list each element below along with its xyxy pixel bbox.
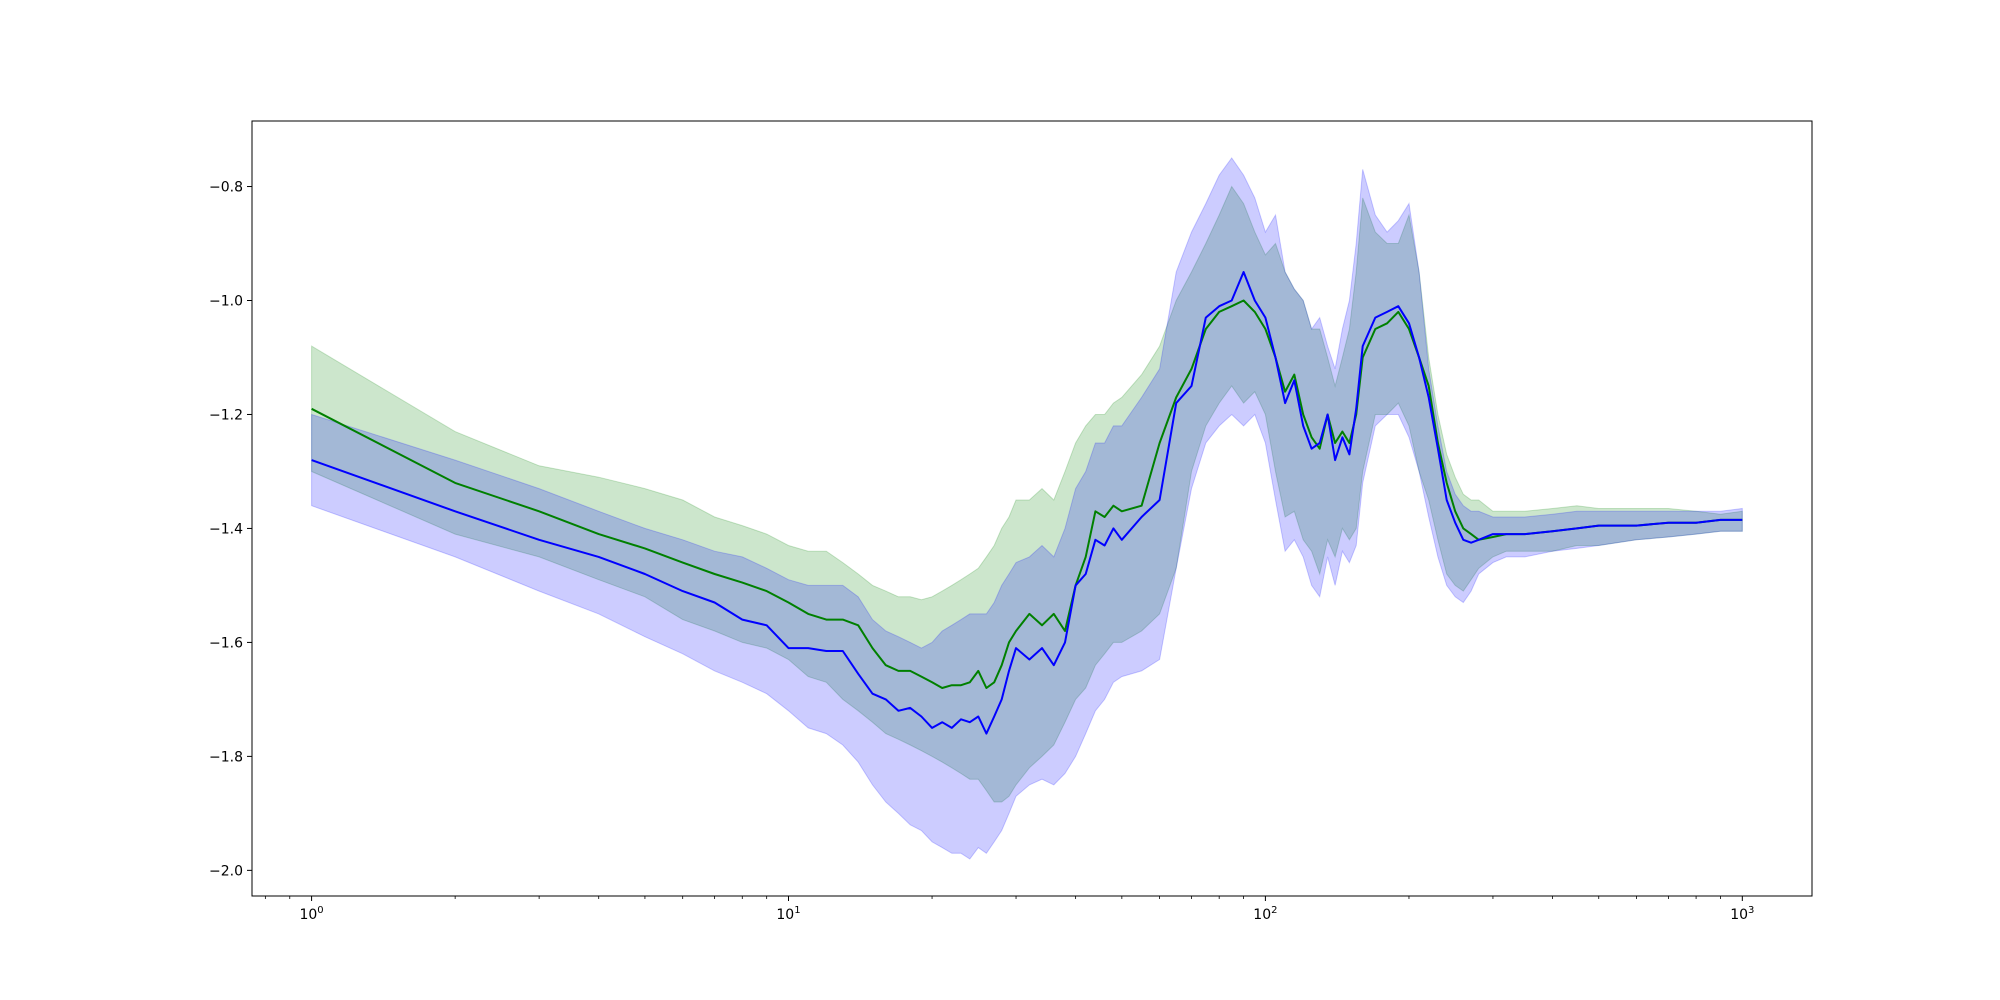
axes-frame — [251, 120, 1813, 897]
y-tick-label: −2.0 — [209, 863, 243, 879]
x-tick-label: 102 — [1253, 905, 1277, 923]
x-tick-label: 103 — [1730, 905, 1754, 923]
y-tick-label: −1.4 — [209, 521, 243, 537]
y-tick-label: −1.8 — [209, 749, 243, 765]
x-tick-label: 101 — [776, 905, 800, 923]
y-axis: −2.0 −1.8 −1.6 −1.4 −1.2 −1.0 −0.8 — [209, 180, 252, 879]
y-tick-label: −1.2 — [209, 407, 243, 423]
confidence-bands — [311, 157, 1743, 860]
y-tick-label: −1.6 — [209, 635, 243, 651]
y-tick-label: −0.8 — [209, 180, 243, 196]
series-1-band — [311, 157, 1743, 860]
series-lines — [311, 271, 1743, 735]
series-0-line — [311, 299, 1743, 689]
series-0-band — [311, 185, 1743, 803]
series-1-line — [311, 271, 1743, 735]
y-tick-label: −1.0 — [209, 294, 243, 310]
x-tick-label: 100 — [299, 905, 323, 923]
